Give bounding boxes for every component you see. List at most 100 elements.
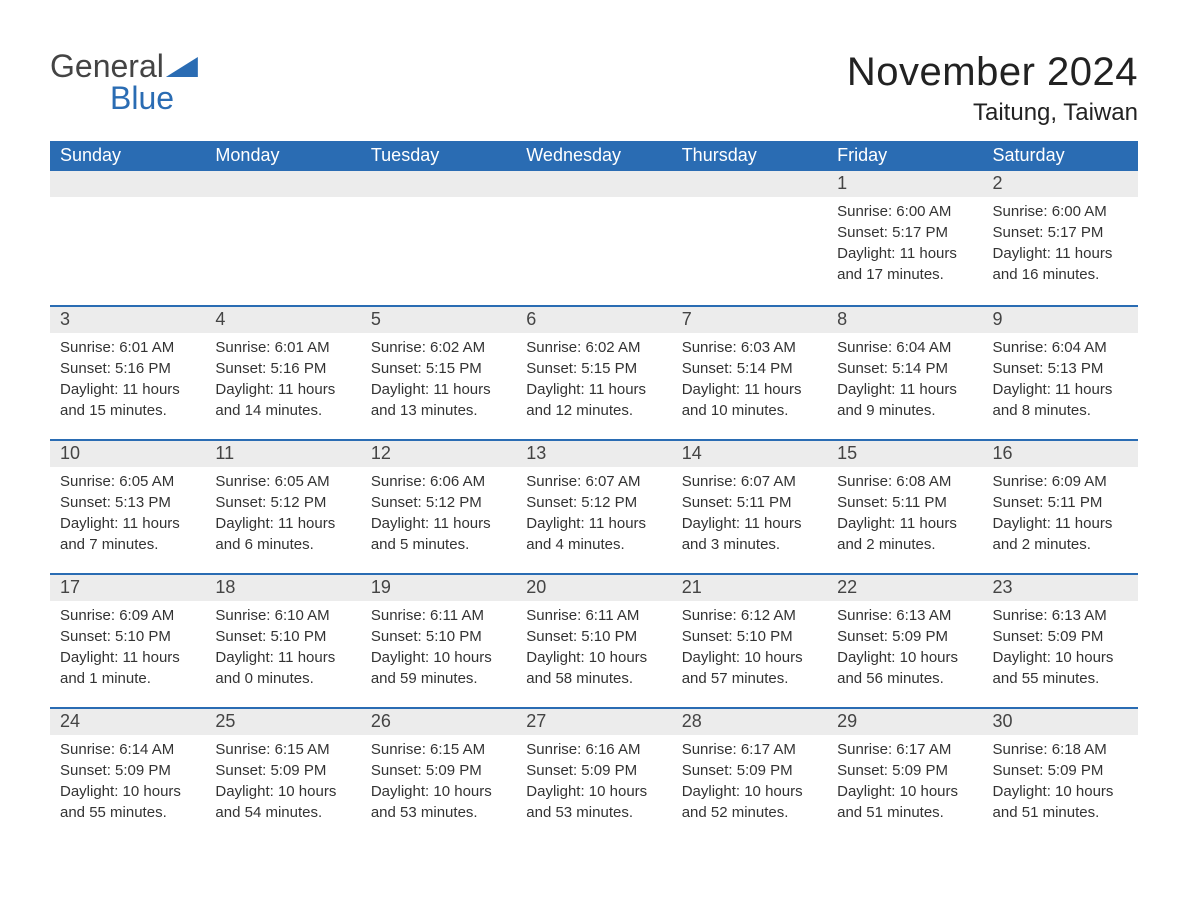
day-header: Sunday	[50, 141, 205, 171]
sunrise-label: Sunrise: 6:08 AM	[837, 471, 972, 492]
sunset-label: Sunset: 5:12 PM	[526, 492, 661, 513]
day-cell: 17Sunrise: 6:09 AMSunset: 5:10 PMDayligh…	[50, 573, 205, 707]
day-number: 10	[50, 441, 205, 467]
day-number: 3	[50, 307, 205, 333]
sunset-label: Sunset: 5:14 PM	[837, 358, 972, 379]
sunset-label: Sunset: 5:09 PM	[993, 626, 1128, 647]
day-number: 9	[983, 307, 1138, 333]
sunrise-label: Sunrise: 6:05 AM	[60, 471, 195, 492]
day-number: 26	[361, 709, 516, 735]
day-number: 6	[516, 307, 671, 333]
logo-triangle-icon	[166, 57, 198, 77]
day-cell: 20Sunrise: 6:11 AMSunset: 5:10 PMDayligh…	[516, 573, 671, 707]
day-number: 4	[205, 307, 360, 333]
daylight-label-2: and 1 minute.	[60, 668, 195, 689]
daylight-label-2: and 17 minutes.	[837, 264, 972, 285]
day-header-row: SundayMondayTuesdayWednesdayThursdayFrid…	[50, 141, 1138, 171]
daylight-label-2: and 54 minutes.	[215, 802, 350, 823]
day-number	[361, 171, 516, 197]
daylight-label-1: Daylight: 10 hours	[60, 781, 195, 802]
day-cell: 23Sunrise: 6:13 AMSunset: 5:09 PMDayligh…	[983, 573, 1138, 707]
day-data: Sunrise: 6:08 AMSunset: 5:11 PMDaylight:…	[827, 467, 982, 559]
day-header: Wednesday	[516, 141, 671, 171]
day-data: Sunrise: 6:15 AMSunset: 5:09 PMDaylight:…	[361, 735, 516, 827]
day-number: 1	[827, 171, 982, 197]
day-cell: 13Sunrise: 6:07 AMSunset: 5:12 PMDayligh…	[516, 439, 671, 573]
daylight-label-1: Daylight: 11 hours	[993, 513, 1128, 534]
day-number: 23	[983, 575, 1138, 601]
day-data	[516, 197, 671, 205]
day-data: Sunrise: 6:12 AMSunset: 5:10 PMDaylight:…	[672, 601, 827, 693]
day-data: Sunrise: 6:07 AMSunset: 5:11 PMDaylight:…	[672, 467, 827, 559]
sunrise-label: Sunrise: 6:01 AM	[215, 337, 350, 358]
daylight-label-2: and 13 minutes.	[371, 400, 506, 421]
daylight-label-2: and 59 minutes.	[371, 668, 506, 689]
day-data: Sunrise: 6:09 AMSunset: 5:11 PMDaylight:…	[983, 467, 1138, 559]
day-cell: 22Sunrise: 6:13 AMSunset: 5:09 PMDayligh…	[827, 573, 982, 707]
daylight-label-2: and 2 minutes.	[837, 534, 972, 555]
sunset-label: Sunset: 5:14 PM	[682, 358, 817, 379]
sunrise-label: Sunrise: 6:17 AM	[837, 739, 972, 760]
day-cell: 27Sunrise: 6:16 AMSunset: 5:09 PMDayligh…	[516, 707, 671, 841]
sunset-label: Sunset: 5:09 PM	[371, 760, 506, 781]
sunset-label: Sunset: 5:11 PM	[682, 492, 817, 513]
daylight-label-1: Daylight: 10 hours	[215, 781, 350, 802]
day-cell: 2Sunrise: 6:00 AMSunset: 5:17 PMDaylight…	[983, 171, 1138, 305]
week-row: 24 Sunrise: 6:14 AM Sunset: 5:09 PM Dayligh…	[50, 707, 1138, 841]
daylight-label-2: and 55 minutes.	[993, 668, 1128, 689]
daylight-label-2: and 55 minutes.	[60, 802, 195, 823]
sunset-label: Sunset: 5:16 PM	[60, 358, 195, 379]
sunrise-label: Sunrise: 6:14 AM	[60, 739, 195, 760]
sunrise-label: Sunrise: 6:09 AM	[60, 605, 195, 626]
day-cell: 18Sunrise: 6:10 AMSunset: 5:10 PMDayligh…	[205, 573, 360, 707]
day-cell: 25Sunrise: 6:15 AMSunset: 5:09 PMDayligh…	[205, 707, 360, 841]
day-number: 27	[516, 709, 671, 735]
daylight-label-1: Daylight: 11 hours	[682, 513, 817, 534]
sunset-label: Sunset: 5:10 PM	[215, 626, 350, 647]
day-number	[672, 171, 827, 197]
sunset-label: Sunset: 5:09 PM	[837, 626, 972, 647]
daylight-label-1: Daylight: 11 hours	[682, 379, 817, 400]
sunset-label: Sunset: 5:12 PM	[215, 492, 350, 513]
daylight-label-1: Daylight: 10 hours	[993, 781, 1128, 802]
day-number: 14	[672, 441, 827, 467]
day-data: Sunrise: 6:15 AMSunset: 5:09 PMDaylight:…	[205, 735, 360, 827]
daylight-label-1: Daylight: 11 hours	[371, 379, 506, 400]
day-data: Sunrise: 6:09 AMSunset: 5:10 PMDaylight:…	[50, 601, 205, 693]
daylight-label-2: and 16 minutes.	[993, 264, 1128, 285]
sunrise-label: Sunrise: 6:07 AM	[526, 471, 661, 492]
day-number: 5	[361, 307, 516, 333]
day-number: 18	[205, 575, 360, 601]
logo-text-general: General	[50, 48, 164, 84]
daylight-label-2: and 12 minutes.	[526, 400, 661, 421]
calendar-body: 1Sunrise: 6:00 AMSunset: 5:17 PMDaylight…	[50, 171, 1138, 841]
day-cell	[361, 171, 516, 305]
day-cell: 9Sunrise: 6:04 AMSunset: 5:13 PMDaylight…	[983, 305, 1138, 439]
logo-text-blue: Blue	[110, 80, 174, 116]
location-label: Taitung, Taiwan	[847, 99, 1138, 127]
day-cell	[516, 171, 671, 305]
day-data: Sunrise: 6:04 AMSunset: 5:13 PMDaylight:…	[983, 333, 1138, 425]
day-cell: 28Sunrise: 6:17 AMSunset: 5:09 PMDayligh…	[672, 707, 827, 841]
daylight-label-1: Daylight: 10 hours	[682, 781, 817, 802]
day-data: Sunrise: 6:05 AMSunset: 5:12 PMDaylight:…	[205, 467, 360, 559]
day-data: Sunrise: 6:13 AMSunset: 5:09 PMDaylight:…	[827, 601, 982, 693]
daylight-label-1: Daylight: 10 hours	[993, 647, 1128, 668]
sunrise-label: Sunrise: 6:00 AM	[993, 201, 1128, 222]
day-number: 29	[827, 709, 982, 735]
day-number	[516, 171, 671, 197]
sunrise-label: Sunrise: 6:13 AM	[837, 605, 972, 626]
day-number: 15	[827, 441, 982, 467]
daylight-label-2: and 51 minutes.	[993, 802, 1128, 823]
sunset-label: Sunset: 5:15 PM	[526, 358, 661, 379]
daylight-label-1: Daylight: 10 hours	[371, 647, 506, 668]
sunrise-label: Sunrise: 6:02 AM	[526, 337, 661, 358]
daylight-label-1: Daylight: 10 hours	[526, 647, 661, 668]
day-data: Sunrise: 6:03 AMSunset: 5:14 PMDaylight:…	[672, 333, 827, 425]
day-number: 13	[516, 441, 671, 467]
daylight-label-1: Daylight: 11 hours	[837, 513, 972, 534]
sunset-label: Sunset: 5:13 PM	[993, 358, 1128, 379]
sunrise-label: Sunrise: 6:18 AM	[993, 739, 1128, 760]
day-number: 24	[50, 709, 205, 735]
day-number: 7	[672, 307, 827, 333]
